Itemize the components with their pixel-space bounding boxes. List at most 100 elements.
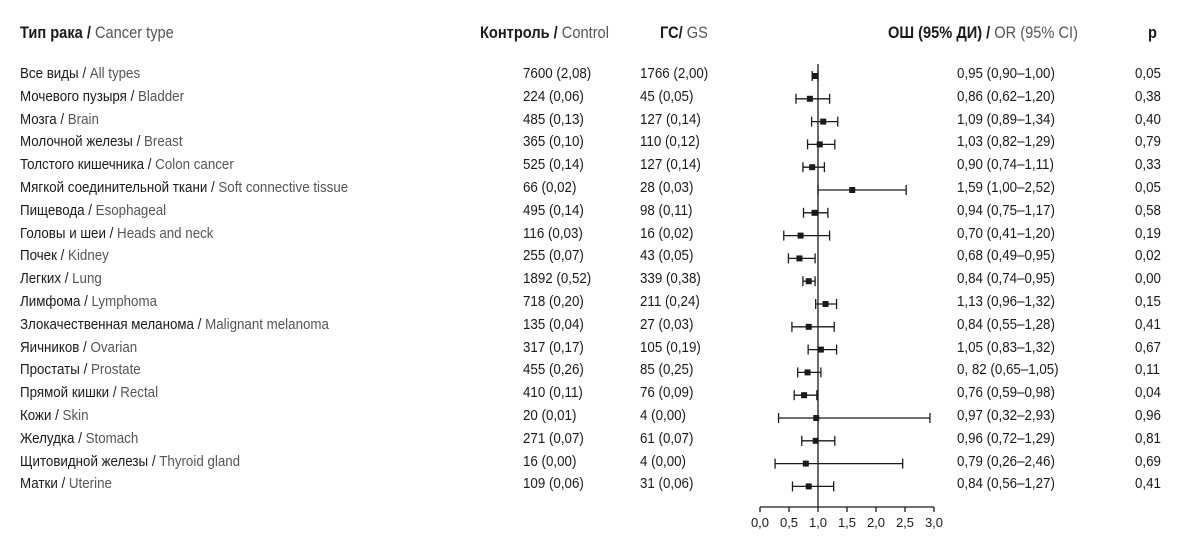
- cancer-type-cell: Прямой кишки / Rectal: [20, 385, 159, 402]
- cancer-type-cell: Простаты / Prostate: [20, 362, 141, 379]
- cancer-type-cell: Головы и шеи / Heads and neck: [20, 225, 214, 242]
- header-or-ru: ОШ (95% ДИ): [888, 23, 983, 42]
- p-value-cell: 0,02: [1135, 248, 1161, 265]
- or-ci-cell: 0,68 (0,49–0,95): [957, 248, 1055, 265]
- cancer-type-en: Brain: [67, 111, 99, 128]
- cancer-type-en: Lung: [72, 271, 102, 288]
- control-cell: 135 (0,04): [523, 316, 584, 333]
- table-row: Прямой кишки / Rectal 410 (0,11) 76 (0,09)…: [0, 385, 1200, 407]
- gs-cell: 211 (0,24): [640, 294, 700, 310]
- header-cancer-type-en: Cancer type: [94, 23, 174, 42]
- p-value-cell: 0,05: [1135, 180, 1161, 196]
- gs-cell: 105 (0,19): [640, 339, 701, 356]
- cancer-type-ru: Щитовидной железы: [20, 453, 149, 470]
- gs-cell: 339 (0,38): [640, 271, 701, 288]
- cancer-type-en: Colon cancer: [155, 157, 234, 174]
- p-value-cell: 0,41: [1135, 316, 1161, 333]
- or-point: [805, 483, 812, 490]
- table-row: Все виды / All types 7600 (2,08) 1766 (2,0…: [0, 66, 1200, 88]
- p-value-cell: 0,15: [1135, 294, 1161, 310]
- cancer-type-cell: Все виды / All types: [20, 66, 141, 82]
- or-ci-cell: 0,76 (0,59–0,98): [957, 385, 1055, 402]
- table-row: Мягкой соединительной ткани / Soft conne…: [0, 180, 1200, 202]
- cancer-type-cell: Щитовидной железы / Thyroid gland: [20, 453, 241, 470]
- p-value-cell: 0,79: [1135, 134, 1161, 151]
- control-cell: 109 (0,06): [523, 476, 584, 493]
- control-cell: 7600 (2,08): [523, 66, 592, 82]
- header-gs-ru: ГС: [660, 23, 679, 42]
- or-ci-cell: 0,84 (0,74–0,95): [957, 271, 1055, 288]
- cancer-type-ru: Злокачественная меланома: [20, 316, 194, 333]
- cancer-type-cell: Почек / Kidney: [20, 248, 109, 265]
- cancer-type-ru: Пищевода: [20, 202, 85, 219]
- cancer-type-cell: Пищевода / Esophageal: [20, 202, 167, 219]
- cancer-type-ru: Толстого кишечника: [20, 157, 145, 174]
- cancer-type-cell: Молочной железы / Breast: [20, 134, 183, 151]
- gs-cell: 76 (0,09): [640, 385, 694, 402]
- cancer-type-ru: Простаты: [20, 362, 80, 379]
- or-point: [813, 415, 820, 421]
- or-point: [812, 73, 819, 79]
- or-point: [802, 460, 809, 467]
- cancer-type-en: Uterine: [68, 476, 112, 493]
- table-row: Толстого кишечника / Colon cancer 525 (0,…: [0, 157, 1200, 179]
- control-cell: 317 (0,17): [523, 339, 584, 356]
- cancer-type-en: Thyroid gland: [159, 453, 241, 470]
- cancer-type-ru: Мягкой соединительной ткани: [20, 180, 208, 196]
- p-value-cell: 0,67: [1135, 339, 1161, 356]
- or-point: [809, 164, 816, 171]
- cancer-type-ru: Кожи: [20, 408, 52, 424]
- or-point: [820, 118, 827, 125]
- p-value-cell: 0,04: [1135, 385, 1161, 402]
- cancer-type-ru: Прямой кишки: [20, 385, 110, 402]
- cancer-type-ru: Все виды: [20, 66, 79, 82]
- p-value-cell: 0,00: [1135, 271, 1161, 288]
- table-row: Головы и шеи / Heads and neck 116 (0,03) 1…: [0, 226, 1200, 248]
- cancer-type-ru: Яичников: [20, 339, 80, 356]
- table-row: Простаты / Prostate 455 (0,26) 85 (0,25) 0,…: [0, 362, 1200, 384]
- gs-cell: 28 (0,03): [640, 180, 694, 196]
- p-value-cell: 0,19: [1135, 225, 1161, 242]
- p-value-cell: 0,40: [1135, 111, 1161, 128]
- gs-cell: 127 (0,14): [640, 111, 701, 128]
- control-cell: 525 (0,14): [523, 157, 584, 174]
- cancer-type-ru: Почек: [20, 248, 57, 265]
- gs-cell: 4 (0,00): [640, 453, 686, 470]
- or-ci-cell: 0,79 (0,26–2,46): [957, 453, 1055, 470]
- cancer-type-ru: Мозга: [20, 111, 57, 128]
- control-cell: 20 (0,01): [523, 408, 577, 424]
- or-ci-cell: 0, 82 (0,65–1,05): [957, 362, 1059, 379]
- table-row: Почек / Kidney 255 (0,07) 43 (0,05) 0,68 (0…: [0, 248, 1200, 270]
- or-ci-cell: 0,96 (0,72–1,29): [957, 430, 1055, 447]
- control-cell: 255 (0,07): [523, 248, 584, 265]
- cancer-type-ru: Желудка: [20, 430, 75, 447]
- table-row: Лимфома / Lymphoma 718 (0,20) 211 (0,24) 1,…: [0, 294, 1200, 316]
- cancer-type-cell: Лимфома / Lymphoma: [20, 294, 158, 310]
- cancer-type-en: Ovarian: [90, 339, 138, 356]
- cancer-type-en: Breast: [143, 134, 183, 151]
- cancer-type-en: Rectal: [120, 385, 159, 402]
- control-cell: 365 (0,10): [523, 134, 584, 151]
- header-cancer-type-ru: Тип рака: [20, 23, 83, 42]
- cancer-type-en: Heads and neck: [117, 225, 214, 242]
- control-cell: 1892 (0,52): [523, 271, 592, 288]
- control-cell: 16 (0,00): [523, 453, 577, 470]
- cancer-type-cell: Желудка / Stomach: [20, 430, 139, 447]
- control-cell: 495 (0,14): [523, 202, 584, 219]
- or-ci-cell: 0,86 (0,62–1,20): [957, 88, 1055, 105]
- or-point: [796, 255, 803, 262]
- table-row: Кожи / Skin 20 (0,01) 4 (0,00) 0,97 (0,32–2…: [0, 408, 1200, 430]
- control-cell: 485 (0,13): [523, 111, 584, 128]
- cancer-type-en: Kidney: [68, 248, 109, 265]
- header-or-en: OR (95% CI): [994, 23, 1078, 42]
- or-point: [811, 209, 818, 216]
- cancer-type-cell: Матки / Uterine: [20, 476, 112, 493]
- x-tick-label: 0,5: [780, 515, 798, 530]
- table-row: Желудка / Stomach 271 (0,07) 61 (0,07) 0,96…: [0, 431, 1200, 453]
- cancer-type-ru: Мочевого пузыря: [20, 88, 127, 105]
- header-control-ru: Контроль: [480, 23, 550, 42]
- cancer-type-cell: Кожи / Skin: [20, 408, 89, 424]
- table-row: Щитовидной железы / Thyroid gland 16 (0,0…: [0, 454, 1200, 476]
- or-point: [805, 323, 812, 330]
- cancer-type-cell: Мочевого пузыря / Bladder: [20, 88, 185, 105]
